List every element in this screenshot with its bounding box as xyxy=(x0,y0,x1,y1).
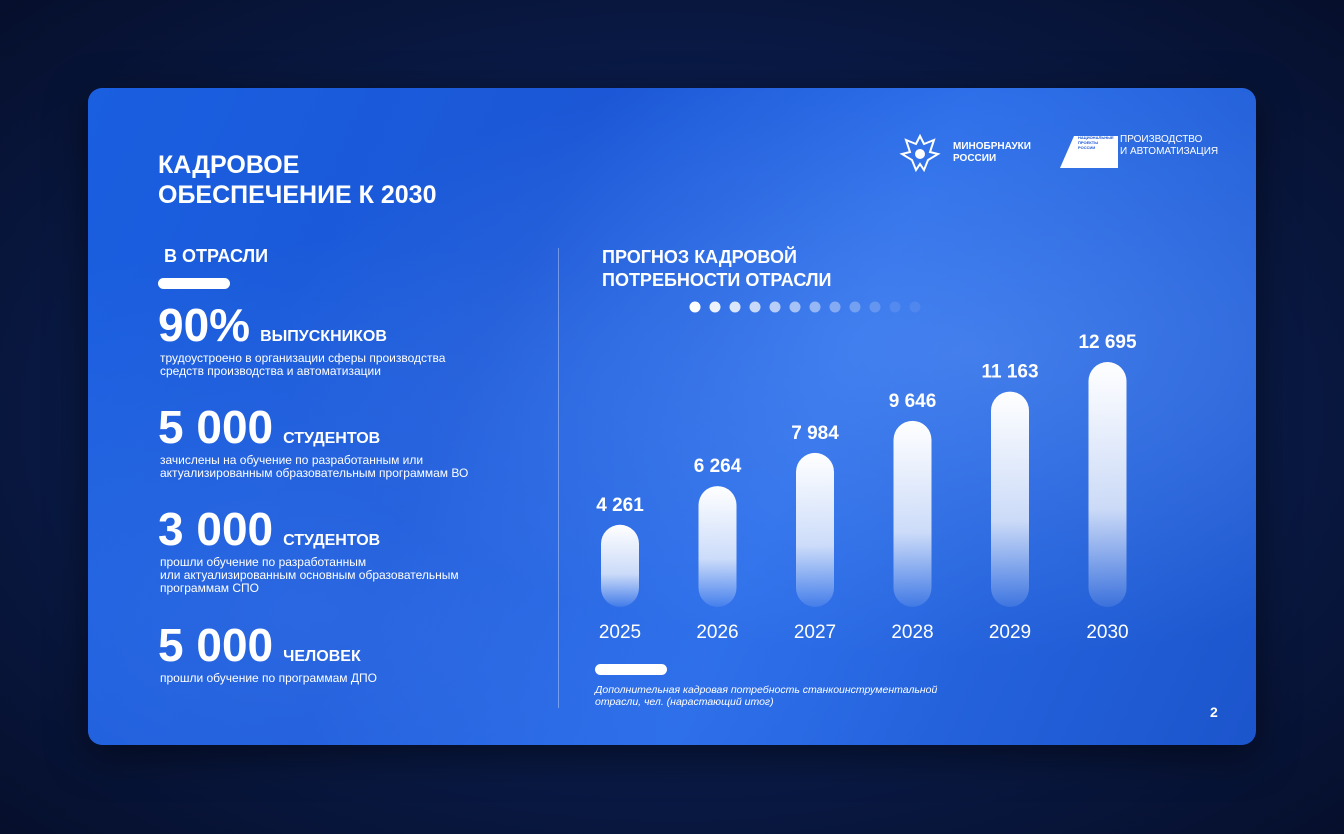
description-line: прошли обучение по программам ДПО xyxy=(160,671,377,685)
page-number: 2 xyxy=(1210,704,1218,720)
decor-dot xyxy=(829,301,841,313)
x-tick-label: 2030 xyxy=(1086,622,1128,643)
decor-dot xyxy=(709,301,721,313)
stat-unit: СТУДЕНТОВ xyxy=(283,430,381,447)
slide: КАДРОВОЕ ОБЕСПЕЧЕНИЕ К 2030 МИНОБРНАУКИ … xyxy=(88,88,1256,745)
chart-caption: Дополнительная кадровая потребность стан… xyxy=(595,684,937,708)
logo-line: НАЦИОНАЛЬНЫЕ xyxy=(1078,135,1114,140)
description-line: трудоустроено в организации сферы произв… xyxy=(160,351,446,365)
stat-row: 3 000 СТУДЕНТОВ xyxy=(158,502,459,556)
decor-dot xyxy=(869,301,881,313)
stat: 90% ВЫПУСКНИКОВ трудоустроено в организаци… xyxy=(158,298,445,378)
stat: 3 000 СТУДЕНТОВ прошли обучение по разрабо… xyxy=(158,502,459,595)
bar xyxy=(893,420,932,607)
title-line: ПРОГНОЗ КАДРОВОЙ xyxy=(602,247,797,267)
decor-dot xyxy=(809,301,821,313)
stat: 5 000 СТУДЕНТОВ зачислены на обучение по р… xyxy=(158,400,468,480)
logo-line: И АВТОМАТИЗАЦИЯ xyxy=(1120,146,1219,157)
stat-description: прошли обучение по разработанным или акту… xyxy=(160,556,459,595)
description-line: средств производства и автоматизации xyxy=(160,364,381,378)
x-tick-label: 2026 xyxy=(696,622,738,643)
stat-row: 5 000 СТУДЕНТОВ xyxy=(158,400,468,454)
stat-number: 5 000 xyxy=(158,619,274,671)
chart-title: ПРОГНОЗ КАДРОВОЙ ПОТРЕБНОСТИ ОТРАСЛИ xyxy=(602,246,831,292)
emblem xyxy=(899,133,941,173)
stat-unit: ВЫПУСКНИКОВ xyxy=(260,328,387,345)
stat: 5 000 ЧЕЛОВЕК прошли обучение по программа… xyxy=(158,618,377,685)
title-line: КАДРОВОЕ xyxy=(158,151,300,179)
stat-row: 90% ВЫПУСКНИКОВ xyxy=(158,298,445,352)
x-tick-label: 2027 xyxy=(794,622,836,643)
decor-dot xyxy=(749,301,761,313)
description-line: актуализированным образовательным програ… xyxy=(160,466,469,480)
stat-number: 90% xyxy=(158,299,251,351)
title-line: ПОТРЕБНОСТИ ОТРАСЛИ xyxy=(602,270,832,290)
stat-row: 5 000 ЧЕЛОВЕК xyxy=(158,618,377,672)
ministry-logo: МИНОБРНАУКИ РОССИИ xyxy=(953,141,1031,165)
background-glow xyxy=(88,88,1256,745)
value-label: 12 695 xyxy=(1078,332,1137,353)
stat-unit: СТУДЕНТОВ xyxy=(283,532,381,549)
logo-line: РОССИИ xyxy=(1078,145,1096,150)
section-title: В ОТРАСЛИ xyxy=(164,246,269,266)
bar xyxy=(601,524,639,607)
decor-dot xyxy=(789,301,801,313)
divider xyxy=(558,248,559,708)
stat-unit: ЧЕЛОВЕК xyxy=(283,648,361,665)
logo-line: ПРОИЗВОДСТВО xyxy=(1120,134,1203,145)
project-logo-shape xyxy=(1060,136,1118,168)
logo-line: РОССИИ xyxy=(953,153,997,164)
caption-line: отрасли, чел. (нарастающий итог) xyxy=(595,696,774,708)
project-logo-small: НАЦИОНАЛЬНЫЕ ПРОЕКТЫ РОССИИ xyxy=(1078,135,1114,150)
caption-underline xyxy=(595,664,667,675)
x-tick-label: 2029 xyxy=(989,622,1031,643)
bar xyxy=(796,452,834,607)
decor-dot xyxy=(729,301,741,313)
slide-title: КАДРОВОЕ ОБЕСПЕЧЕНИЕ К 2030 xyxy=(158,150,437,210)
description-line: программам СПО xyxy=(160,581,259,595)
caption-line: Дополнительная кадровая потребность стан… xyxy=(595,684,938,696)
description-line: или актуализированным основным образоват… xyxy=(160,568,459,582)
title-line: ОБЕСПЕЧЕНИЕ К 2030 xyxy=(158,181,437,209)
bar xyxy=(1088,362,1127,607)
decor-dot xyxy=(689,301,701,313)
decor-dot xyxy=(849,301,861,313)
description-line: прошли обучение по разработанным xyxy=(160,555,367,569)
logo-line: ПРОЕКТЫ xyxy=(1078,140,1099,145)
project-logo: ПРОИЗВОДСТВО И АВТОМАТИЗАЦИЯ xyxy=(1120,134,1218,158)
stat-description: зачислены на обучение по разработанным и… xyxy=(160,454,468,480)
value-label: 11 163 xyxy=(981,362,1038,383)
chart: 4 261 2025 6 264 2026 7 984 2027 9 646 2028 11 1… xyxy=(596,301,1137,643)
stat-number: 3 000 xyxy=(158,503,274,555)
value-label: 6 264 xyxy=(694,456,742,477)
x-tick-label: 2028 xyxy=(891,622,933,643)
stat-description: прошли обучение по программам ДПО xyxy=(160,672,377,685)
bar xyxy=(991,391,1029,607)
logo-line: МИНОБРНАУКИ xyxy=(953,141,1031,152)
stat-number: 5 000 xyxy=(158,401,274,453)
x-tick-label: 2025 xyxy=(599,622,641,643)
description-line: зачислены на обучение по разработанным и… xyxy=(160,453,424,467)
section-underline xyxy=(158,278,230,289)
stat-description: трудоустроено в организации сферы произв… xyxy=(160,352,445,378)
decor-dot xyxy=(769,301,781,313)
decor-dot xyxy=(889,301,901,313)
value-label: 4 261 xyxy=(596,495,644,516)
decor-dot xyxy=(909,301,921,313)
value-label: 7 984 xyxy=(791,423,839,444)
value-label: 9 646 xyxy=(889,391,937,412)
bar xyxy=(698,486,737,607)
